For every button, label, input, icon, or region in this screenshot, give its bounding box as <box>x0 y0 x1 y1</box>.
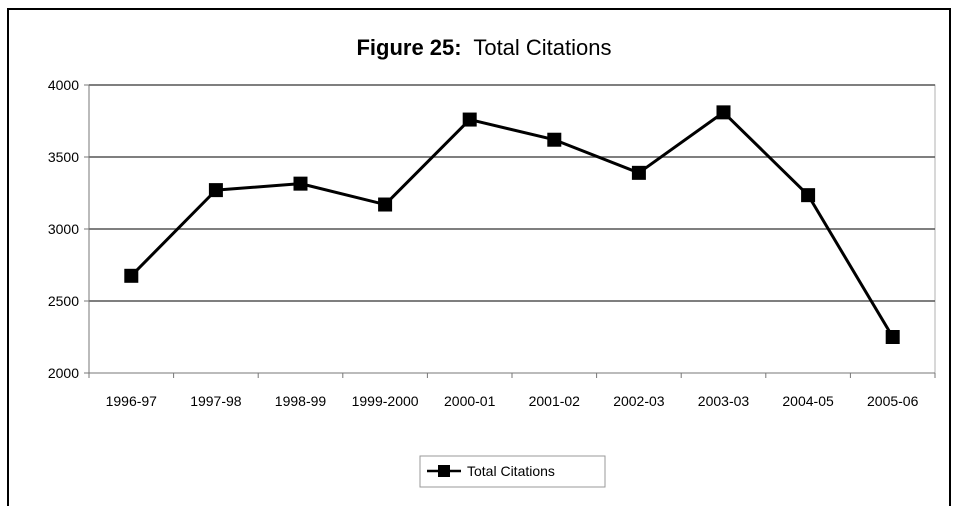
data-point <box>547 132 562 147</box>
data-point <box>378 197 393 212</box>
data-point <box>462 112 477 127</box>
data-point <box>631 165 646 180</box>
y-tick-label: 3000 <box>48 221 79 237</box>
legend: Total Citations <box>419 455 606 488</box>
chart-title-text: Total Citations <box>473 35 611 60</box>
x-tick-label: 2004-05 <box>782 393 834 409</box>
data-point <box>293 176 308 191</box>
y-tick-label: 3500 <box>48 149 79 165</box>
series-total-citations <box>124 105 900 344</box>
x-tick-label: 2005-06 <box>867 393 919 409</box>
data-point <box>801 188 816 203</box>
legend-marker <box>438 465 450 477</box>
series-line <box>130 110 894 338</box>
data-point <box>716 105 731 120</box>
x-tick-label: 1999-2000 <box>352 393 419 409</box>
x-tick-label: 1997-98 <box>190 393 242 409</box>
chart-frame <box>7 8 951 506</box>
data-point <box>124 268 139 283</box>
y-tick-label: 4000 <box>48 77 79 93</box>
x-tick-label: 1996-97 <box>106 393 158 409</box>
legend-box <box>419 455 606 488</box>
chart-title: Figure 25: Total Citations <box>356 35 611 60</box>
y-tick-label: 2500 <box>48 293 79 309</box>
y-tick-label: 2000 <box>48 365 79 381</box>
legend-label: Total Citations <box>467 463 555 479</box>
x-tick-label: 2001-02 <box>529 393 581 409</box>
x-tick-label: 2000-01 <box>444 393 496 409</box>
x-tick-label: 2002-03 <box>613 393 665 409</box>
x-tick-label: 2003-03 <box>698 393 750 409</box>
data-point <box>885 330 900 344</box>
x-axis: 1996-97 1997-98 1998-99 1999-2000 2000-01 200… <box>88 372 936 409</box>
chart-title-prefix: Figure 25: <box>356 35 461 60</box>
data-point <box>208 183 223 198</box>
x-tick-label: 1998-99 <box>275 393 327 409</box>
y-axis: 2000 2500 3000 3500 4000 <box>48 77 90 381</box>
